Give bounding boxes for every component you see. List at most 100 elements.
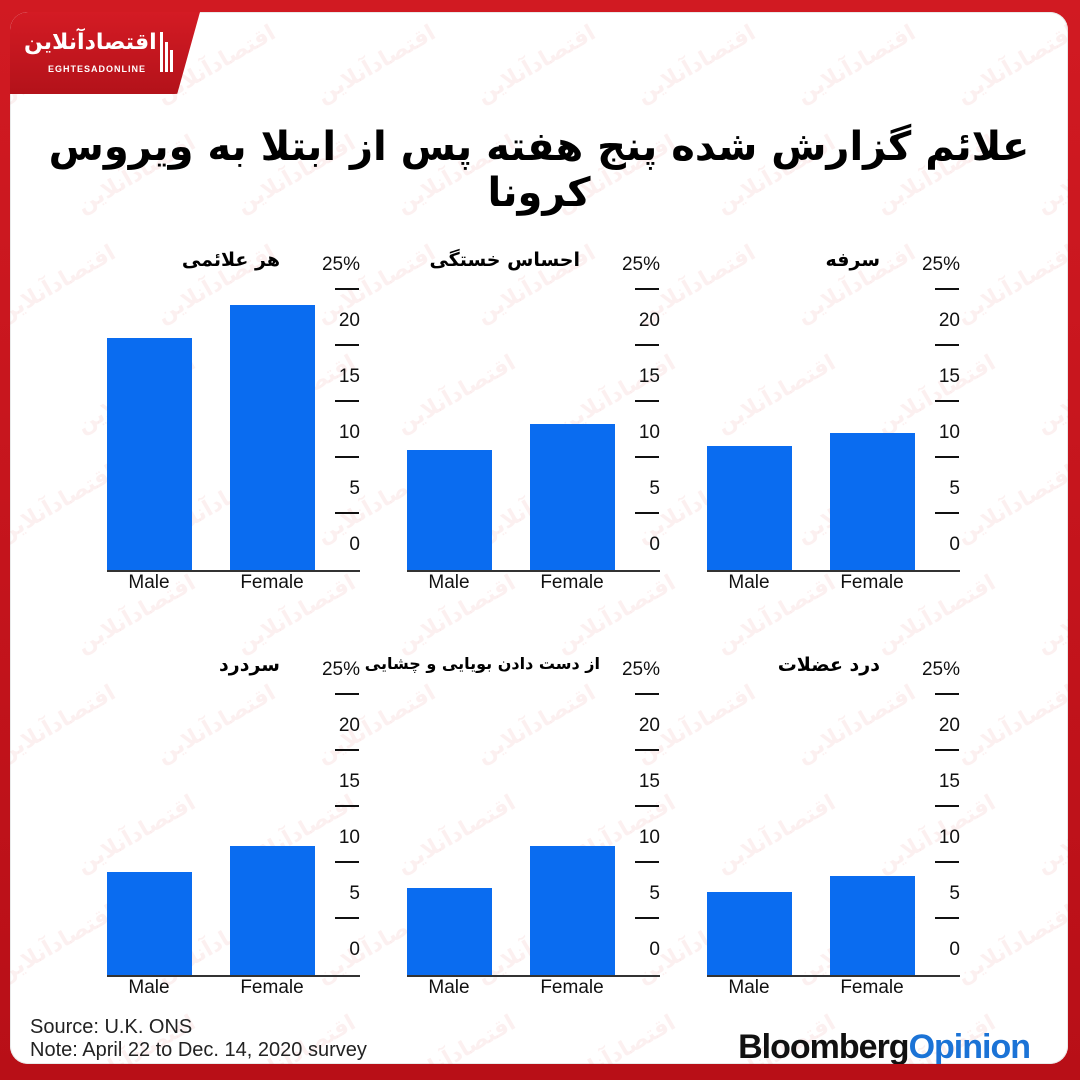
y-tick-label: 10	[638, 422, 660, 443]
y-tick-label: 5	[649, 478, 660, 499]
y-tick-label: 25%	[921, 659, 960, 680]
brand-bloomberg: Bloomberg	[738, 1028, 909, 1064]
y-tick-label: 20	[938, 310, 960, 331]
y-tick-line	[335, 749, 359, 751]
y-tick-label: 25%	[921, 254, 960, 275]
y-tick-label: 15	[938, 366, 960, 387]
bar-male	[107, 871, 192, 975]
watermark-text: اقتصادآنلاین	[1032, 570, 1068, 659]
x-category-label: Female	[840, 977, 904, 998]
bar-male	[107, 338, 192, 570]
chart-panel: احساس خستگی 25% 20 15 10 5 0 Male Female	[380, 237, 670, 593]
y-tick-line	[635, 288, 659, 290]
y-tick-label: 10	[338, 827, 360, 848]
y-tick-label: 15	[638, 366, 660, 387]
y-tick-line	[335, 861, 359, 863]
bar-male	[407, 887, 492, 975]
x-axis-baseline	[107, 570, 360, 572]
y-tick-label: 10	[938, 422, 960, 443]
x-category-label: Male	[128, 977, 170, 998]
y-tick-line	[935, 749, 959, 751]
x-category-label: Female	[540, 572, 604, 593]
logo-subtext: EGHTESADONLINE	[48, 64, 147, 74]
y-tick-label: 20	[638, 715, 660, 736]
source-text: Source: U.K. ONS	[30, 1016, 193, 1038]
x-category-label: Male	[428, 977, 470, 998]
logo-bars-icon	[160, 32, 174, 72]
chart-panel: هر علائمی 25% 20 15 10 5 0 Male Female	[80, 237, 370, 593]
watermark-text: اقتصادآنلاین	[392, 1010, 521, 1064]
y-tick-line	[635, 456, 659, 458]
y-tick-label: 20	[338, 715, 360, 736]
y-tick-label: 25%	[321, 659, 360, 680]
panel-title: سردرد	[219, 654, 280, 676]
y-tick-line	[935, 512, 959, 514]
x-category-label: Female	[240, 977, 304, 998]
panel-title: درد عضلات	[777, 654, 880, 676]
watermark-text: اقتصادآنلاین	[952, 20, 1068, 109]
y-tick-label: 15	[338, 366, 360, 387]
y-tick-line	[335, 917, 359, 919]
watermark-text: اقتصادآنلاین	[552, 1010, 681, 1064]
chart-panel: سرفه 25% 20 15 10 5 0 Male Female	[680, 237, 970, 593]
x-category-label: Male	[428, 572, 470, 593]
x-category-label: Male	[128, 572, 170, 593]
bloomberg-opinion-logo: BloombergOpinion	[738, 1028, 1031, 1064]
y-tick-label: 5	[349, 883, 360, 904]
y-tick-line	[635, 917, 659, 919]
y-tick-label: 10	[338, 422, 360, 443]
x-category-label: Female	[840, 572, 904, 593]
y-tick-label: 0	[649, 939, 660, 960]
x-axis-baseline	[407, 975, 660, 977]
footer-source: Source: U.K. ONS Note: April 22 to Dec. …	[30, 1016, 367, 1062]
bar-female	[230, 304, 315, 570]
y-tick-line	[935, 344, 959, 346]
x-axis-baseline	[407, 570, 660, 572]
y-tick-line	[935, 917, 959, 919]
y-tick-label: 15	[938, 771, 960, 792]
y-tick-label: 10	[938, 827, 960, 848]
x-axis-baseline	[707, 570, 960, 572]
eghtesadonline-logo: اقتصادآنلاین EGHTESADONLINE	[10, 12, 200, 94]
y-tick-line	[635, 805, 659, 807]
y-tick-line	[635, 400, 659, 402]
y-tick-label: 0	[349, 534, 360, 555]
y-tick-label: 0	[649, 534, 660, 555]
y-tick-line	[935, 400, 959, 402]
y-tick-line	[635, 344, 659, 346]
y-tick-line	[335, 400, 359, 402]
x-category-label: Male	[728, 977, 770, 998]
chart-panel: از دست دادن بویایی و چشایی 25% 20 15 10 5 0 Mal…	[365, 642, 670, 998]
x-category-label: Female	[240, 572, 304, 593]
y-tick-line	[935, 693, 959, 695]
y-tick-line	[335, 512, 359, 514]
watermark-text: اقتصادآنلاین	[1032, 350, 1068, 439]
y-tick-label: 20	[338, 310, 360, 331]
y-tick-label: 0	[949, 534, 960, 555]
chart-panel: سردرد 25% 20 15 10 5 0 Male Female	[80, 642, 370, 998]
bar-female	[530, 846, 615, 975]
y-tick-line	[935, 456, 959, 458]
y-tick-label: 5	[949, 478, 960, 499]
bar-female	[830, 876, 915, 975]
y-tick-line	[935, 805, 959, 807]
chart-panel: درد عضلات 25% 20 15 10 5 0 Male Female	[680, 642, 970, 998]
infographic-card: اقتصادآنلاین اقتصادآنلاین اقتصادآنلاین اقتص…	[10, 12, 1068, 1064]
y-tick-line	[635, 861, 659, 863]
watermark-text: اقتصادآنلاین	[632, 20, 761, 109]
y-tick-label: 5	[649, 883, 660, 904]
watermark-text: اقتصادآنلاین	[792, 20, 921, 109]
brand-opinion: Opinion	[908, 1028, 1031, 1064]
y-tick-label: 10	[638, 827, 660, 848]
bar-female	[830, 433, 915, 570]
panel-title: هر علائمی	[181, 249, 280, 271]
bar-female	[230, 846, 315, 975]
y-tick-label: 25%	[621, 254, 660, 275]
watermark-text: اقتصادآنلاین	[1032, 1010, 1068, 1064]
y-tick-line	[935, 288, 959, 290]
panel-title: سرفه	[825, 249, 880, 271]
y-tick-label: 15	[338, 771, 360, 792]
y-tick-label: 0	[349, 939, 360, 960]
y-tick-line	[635, 512, 659, 514]
x-category-label: Male	[728, 572, 770, 593]
